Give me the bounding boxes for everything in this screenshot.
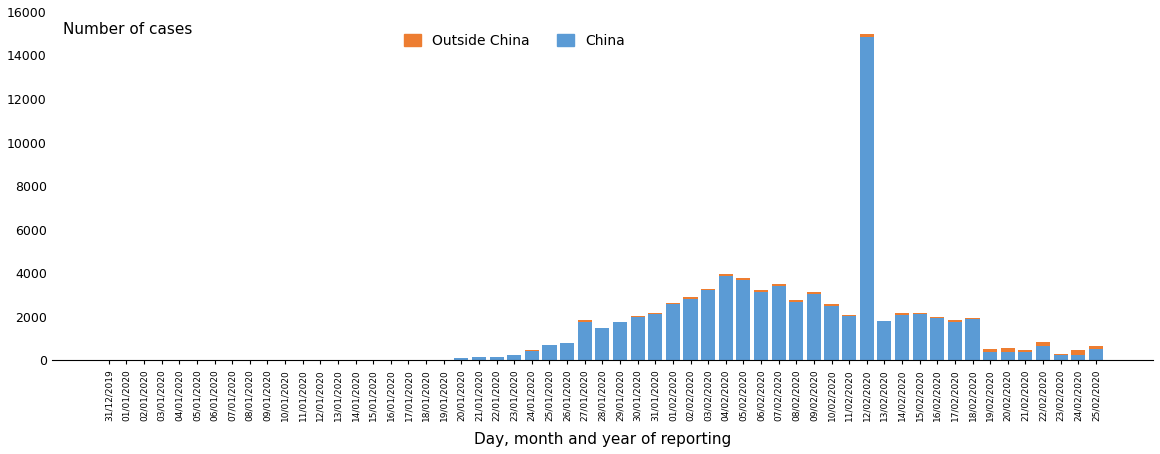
Bar (648, 315, 662, 360)
Bar (984, 351, 998, 360)
Bar (913, 313, 927, 315)
Bar (930, 316, 944, 318)
Bar (965, 318, 979, 319)
Bar (595, 328, 609, 360)
Bar (719, 274, 733, 276)
Bar (1001, 351, 1015, 360)
Bar (984, 349, 998, 351)
Bar (771, 286, 785, 360)
Bar (1018, 351, 1032, 360)
Bar (683, 299, 697, 360)
Bar (1036, 346, 1050, 360)
Bar (524, 350, 539, 360)
Bar (472, 357, 486, 360)
Bar (877, 321, 892, 360)
Bar (1072, 350, 1086, 355)
Bar (666, 303, 680, 304)
Bar (754, 292, 768, 360)
Bar (612, 322, 628, 360)
Bar (930, 318, 944, 360)
Bar (825, 306, 839, 360)
Bar (666, 304, 680, 360)
Bar (648, 313, 662, 315)
Bar (1001, 348, 1015, 351)
Bar (965, 319, 979, 360)
Bar (1089, 346, 1103, 349)
Bar (896, 313, 909, 316)
Bar (578, 321, 592, 360)
Bar (1036, 342, 1050, 346)
Bar (631, 316, 645, 317)
Bar (683, 297, 697, 299)
Bar (1072, 355, 1086, 360)
Bar (789, 302, 804, 360)
Bar (719, 276, 733, 360)
Bar (701, 290, 716, 360)
Legend: Outside China, China: Outside China, China (400, 30, 629, 52)
Bar (737, 280, 751, 360)
Bar (825, 304, 839, 306)
Bar (701, 289, 716, 290)
Bar (842, 316, 856, 360)
Bar (754, 290, 768, 292)
Bar (842, 315, 856, 316)
Text: Number of cases: Number of cases (63, 22, 193, 37)
Bar (807, 294, 821, 360)
Bar (913, 315, 927, 360)
Bar (1018, 350, 1032, 351)
Bar (543, 345, 557, 360)
Bar (560, 343, 574, 360)
Bar (1089, 349, 1103, 360)
Bar (507, 355, 521, 360)
Bar (631, 317, 645, 360)
Bar (490, 357, 503, 360)
Bar (1053, 354, 1067, 355)
Bar (860, 37, 873, 360)
Bar (1053, 355, 1067, 360)
Bar (948, 322, 962, 360)
Bar (455, 359, 469, 360)
Bar (771, 285, 785, 286)
Bar (612, 321, 628, 322)
Bar (896, 316, 909, 360)
X-axis label: Day, month and year of reporting: Day, month and year of reporting (473, 432, 731, 447)
Bar (737, 278, 751, 280)
Bar (807, 292, 821, 294)
Bar (860, 34, 873, 37)
Bar (948, 321, 962, 322)
Bar (789, 301, 804, 302)
